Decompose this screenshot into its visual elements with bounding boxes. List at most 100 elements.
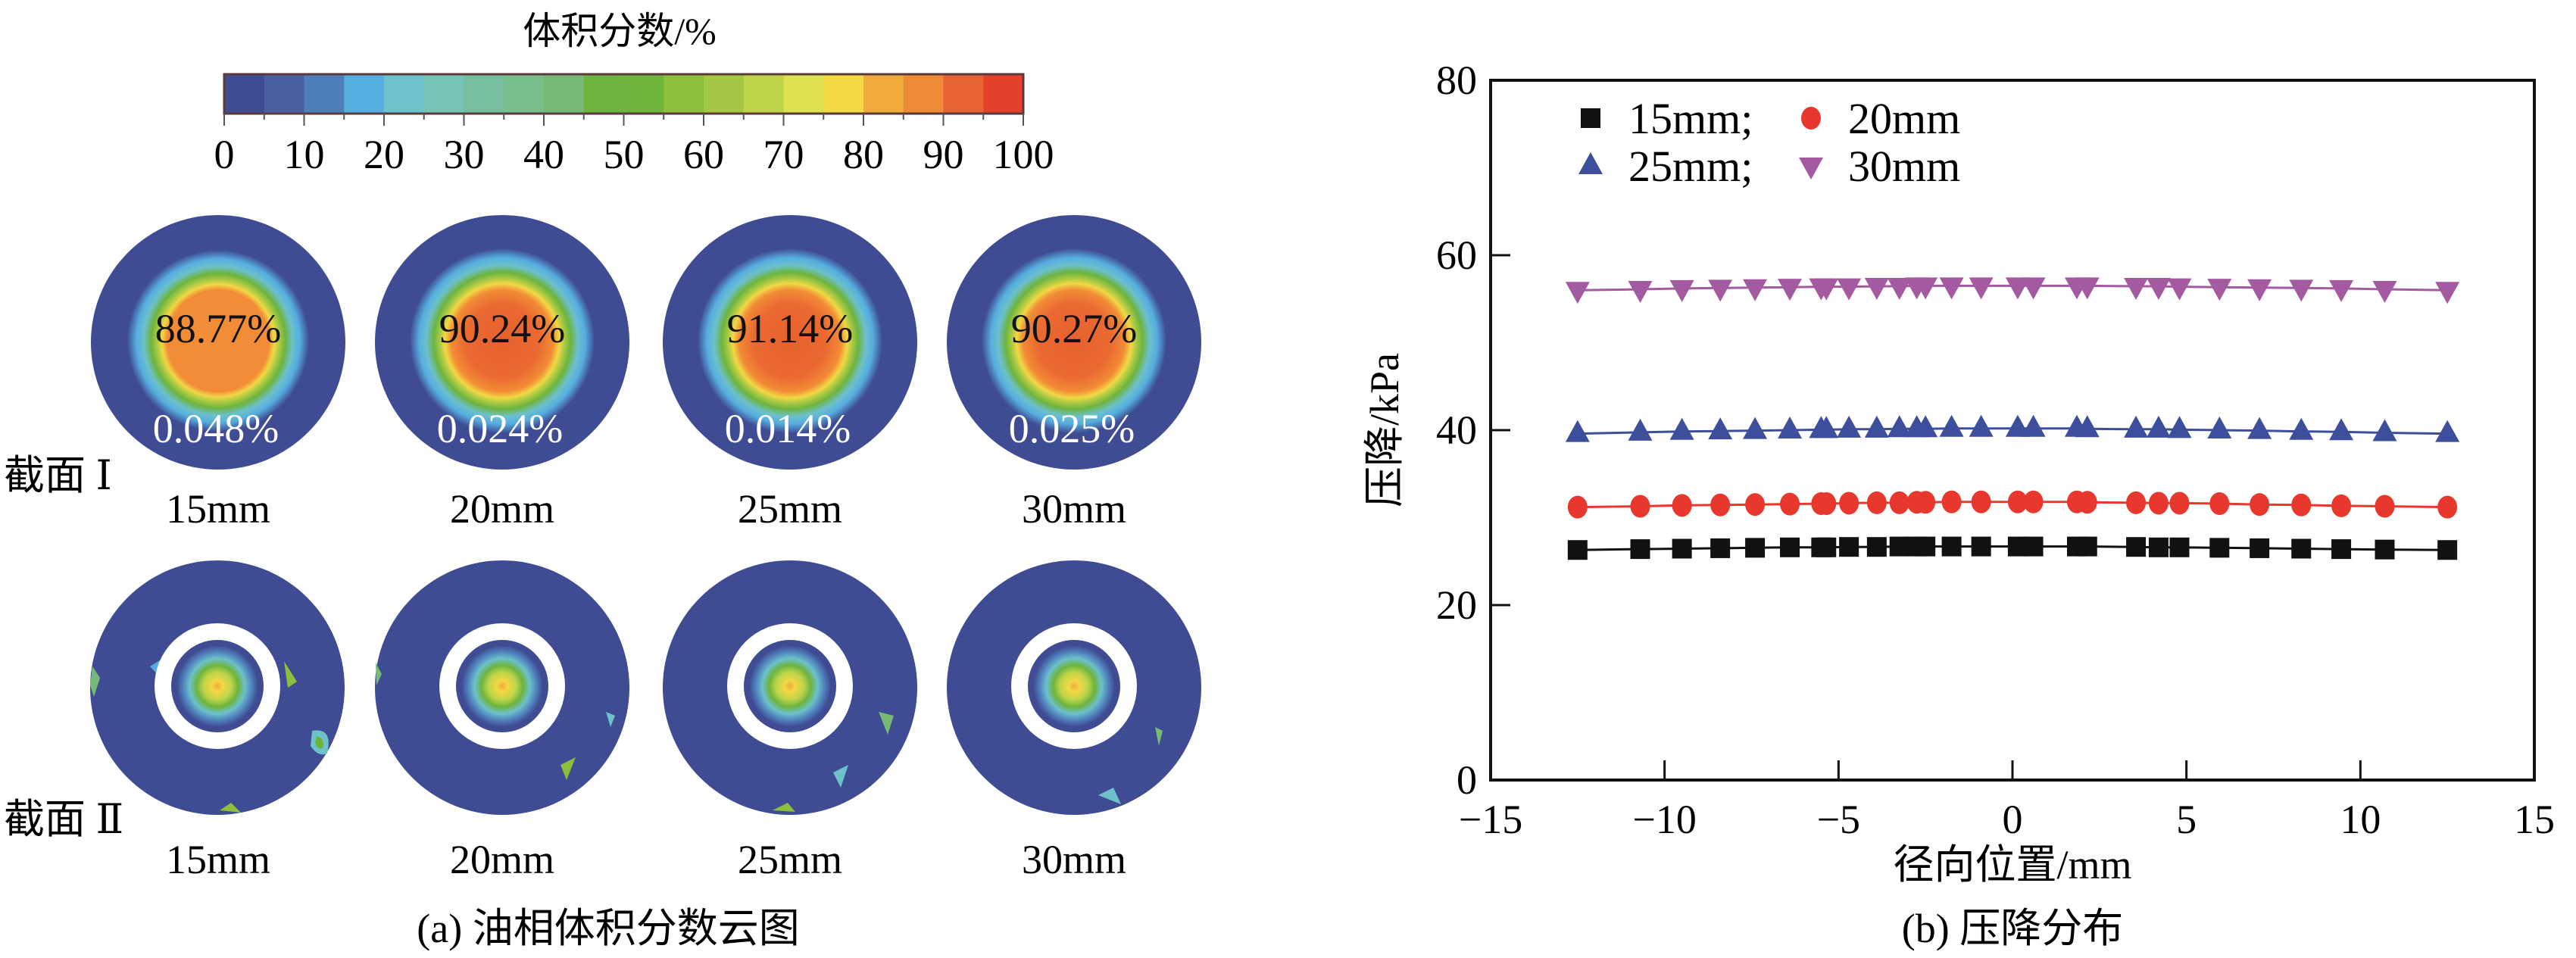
legend-marker-25mm [1578,152,1603,174]
colorbar-band [863,74,904,114]
data-point-15mm [1916,536,1936,557]
colorbar-band [504,74,545,114]
data-point-15mm [1839,537,1859,557]
section1-label: 截面 Ⅰ [4,453,112,498]
data-point-30mm [2075,277,2100,300]
data-point-15mm [1710,538,1731,558]
data-point-30mm [2289,279,2314,302]
x-tick-label: −5 [1817,797,1860,842]
colorbar-band [544,74,585,114]
colorbar-band [423,74,465,114]
data-point-15mm [1745,538,1766,558]
oil-core [698,248,882,433]
data-point-25mm [2329,418,2354,441]
data-point-15mm [1971,536,1991,557]
colorbar: 0 10 20 30 40 50 60 70 80 90 100 [214,73,1054,177]
legend-marker-15mm [1581,108,1600,128]
data-point-20mm [1672,494,1692,517]
edge-value-20mm: 0.024% [437,406,563,451]
data-point-25mm [2146,415,2171,438]
data-point-30mm [1814,278,1839,301]
legend-marker-30mm [1799,158,1823,179]
data-point-30mm [1669,279,1694,302]
oil-droplet [315,736,323,749]
panel-a-contour-maps: 体积分数/% 0 10 20 30 40 50 60 70 80 90 100 88.77% 90.… [4,10,1201,951]
data-point-25mm [1778,417,1803,438]
oil-droplet [220,803,241,813]
colorbar-band [943,74,984,114]
center-value-25mm: 91.14% [727,306,853,351]
data-point-25mm [2021,414,2046,437]
oil-droplet [284,661,297,688]
data-point-15mm [2250,538,2270,558]
oil-core [410,248,595,433]
edge-value-30mm: 0.025% [1009,406,1135,451]
y-tick-label: 60 [1436,232,1477,278]
data-point-30mm [1837,278,1862,301]
series-line-25mm [1577,427,2448,435]
size-label-25mm: 25mm [738,837,842,882]
x-tick-label: −15 [1459,797,1522,842]
data-point-30mm [2247,279,2272,301]
colorbar-band [224,74,265,114]
section1-row: 88.77% 90.24% 91.14% 90.27% 0.048% 0.024… [4,215,1201,532]
size-label-20mm: 20mm [450,837,554,882]
colorbar-tick-label: 0 [214,132,235,177]
colorbar-tick-label: 80 [843,132,884,177]
colorbar-band [583,74,625,114]
data-point-20mm [2209,492,2230,516]
size-label-15mm: 15mm [166,837,270,882]
section1-map-30mm [947,215,1201,470]
data-point-20mm [1889,491,1909,514]
data-point-20mm [1780,492,1800,516]
data-point-25mm [2289,417,2314,440]
data-point-15mm [2126,537,2147,557]
oil-droplet [773,803,795,812]
series-line-20mm [1577,501,2448,509]
colorbar-tick-label: 20 [364,132,404,177]
colorbar-band [344,74,385,114]
colorbar-band [464,74,504,114]
colorbar-band [704,74,745,114]
colorbar-tick-label: 40 [523,132,564,177]
data-point-20mm [2250,493,2270,516]
data-point-30mm [1864,278,1889,301]
data-point-15mm [1816,537,1837,557]
data-point-25mm [2372,419,2397,442]
center-value-20mm: 90.24% [439,306,565,351]
data-point-30mm [2329,279,2354,302]
data-point-20mm [1745,493,1766,516]
oil-core [127,250,309,432]
series-lines [1577,284,2448,551]
data-point-15mm [1866,537,1887,557]
data-point-25mm [2124,415,2149,438]
oil-core [1028,640,1120,732]
data-point-30mm [1743,279,1768,301]
data-point-20mm [2126,491,2147,514]
center-value-30mm: 90.27% [1011,306,1137,351]
oil-droplet [90,666,100,697]
colorbar-band [823,74,864,114]
panel-b-caption: (b) 压降分布 [1902,906,2123,951]
data-point-20mm [2023,490,2044,513]
data-point-20mm [1916,491,1936,514]
size-label-15mm: 15mm [166,486,270,532]
colorbar-title: 体积分数/% [523,10,717,52]
data-point-15mm [1630,539,1650,560]
data-point-30mm [1939,277,1964,300]
size-label-30mm: 30mm [1022,486,1126,532]
x-tick-label: 0 [2003,797,2023,842]
data-point-15mm [2291,538,2312,559]
data-point-25mm [1565,420,1590,442]
oil-core [171,640,264,732]
data-point-25mm [2075,415,2100,438]
data-point-30mm [1969,277,1994,300]
data-point-15mm [2209,538,2230,558]
colorbar-band [664,74,704,114]
edge-value-15mm: 0.048% [153,406,279,451]
series-line-15mm [1577,545,2448,551]
panel-a-caption: (a) 油相体积分数云图 [417,906,799,951]
section2-row: 截面 Ⅱ 15mm 20mm 25mm 30mm [4,560,1201,882]
y-axis-label: 压降/kPa [1362,353,1407,507]
legend-label-30mm: 30mm [1848,142,1960,191]
